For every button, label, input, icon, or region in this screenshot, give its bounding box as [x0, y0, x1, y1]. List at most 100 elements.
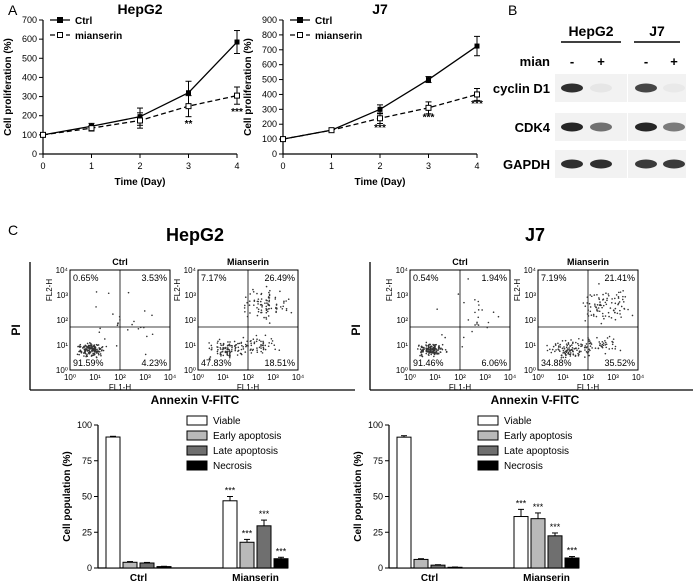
event-dot [567, 352, 569, 354]
event-dot [260, 311, 262, 314]
event-dot [266, 299, 268, 302]
flow-x-tick-label: 10² [454, 373, 466, 382]
chart-title: J7 [372, 1, 388, 17]
data-point [377, 115, 383, 122]
event-dot [267, 310, 269, 313]
y-tick-label: 100 [368, 420, 383, 430]
event-dot [606, 337, 609, 339]
event-dot [608, 348, 611, 350]
event-dot [233, 340, 236, 343]
event-dot [256, 314, 259, 317]
event-dot [594, 303, 596, 305]
event-dot [247, 345, 249, 347]
event-dot [238, 342, 241, 345]
event-dot [229, 351, 232, 354]
event-dot [208, 347, 211, 350]
event-dot [251, 349, 254, 352]
event-dot [87, 349, 90, 352]
event-dot [602, 304, 605, 307]
event-dot [617, 297, 620, 299]
event-dot [97, 352, 100, 355]
flow-x-tick-label: 10¹ [429, 373, 441, 382]
event-dot [611, 347, 614, 350]
event-dot [605, 303, 608, 306]
event-dot [562, 349, 565, 352]
event-dot [598, 304, 601, 306]
event-dot [275, 310, 277, 313]
event-dot [256, 351, 259, 354]
event-dot [85, 345, 88, 347]
event-dot [589, 310, 592, 313]
event-dot [420, 354, 423, 356]
event-dot [430, 352, 432, 354]
event-dot [607, 311, 610, 314]
event-dot [151, 333, 154, 336]
event-dot [253, 304, 255, 306]
x-axis-label: Time (Day) [115, 177, 166, 188]
event-dot [217, 340, 219, 343]
event-dot [268, 293, 271, 296]
event-dot [99, 327, 101, 330]
event-dot [613, 297, 616, 300]
event-dot [93, 347, 96, 350]
data-point [377, 106, 383, 112]
event-dot [565, 351, 568, 354]
event-dot [587, 309, 589, 311]
panel-label-c: C [8, 222, 19, 238]
event-dot [478, 304, 480, 306]
event-dot [256, 347, 258, 349]
event-dot [418, 344, 420, 347]
chart-prolif-hepg2: HepG2 0 100 200 300 400 500 600 700 0 1 2 3 4 Time (Da… [3, 1, 243, 188]
event-dot [234, 346, 237, 349]
event-dot [262, 347, 265, 350]
event-dot [228, 353, 231, 355]
event-dot [222, 342, 225, 345]
event-dot [569, 349, 571, 352]
event-dot [276, 307, 278, 309]
event-dot [234, 344, 236, 347]
flow-y-tick-label: 10⁰ [56, 366, 68, 375]
chart-prolif-j7: J7 0 100 200 300 400 500 600 700 800 900 0 1 2 3 4 Time … [243, 1, 483, 188]
event-dot [565, 349, 568, 352]
event-dot [434, 344, 437, 346]
event-dot [283, 302, 285, 304]
bar-necrosis [564, 557, 580, 569]
event-dot [601, 340, 604, 343]
event-dot [434, 351, 436, 354]
event-dot [216, 342, 219, 344]
event-dot [270, 342, 273, 345]
legend-swatch [477, 445, 499, 456]
event-dot [248, 304, 251, 306]
quadrant-ll-value: 34.88% [541, 358, 572, 368]
event-dot [433, 348, 435, 351]
event-dot [497, 315, 500, 318]
event-dot [253, 341, 256, 343]
event-dot [619, 291, 622, 293]
quadrant-lr-value: 6.06% [481, 358, 507, 368]
y-tick-label: 0 [32, 149, 37, 159]
event-dot [80, 351, 83, 354]
event-dot [492, 311, 495, 314]
event-dot [250, 344, 253, 347]
event-dot [552, 345, 555, 348]
event-dot [268, 307, 270, 310]
legend-swatch [186, 415, 208, 426]
event-dot [598, 310, 601, 313]
event-dot [614, 302, 617, 305]
x-tick-label: 2 [137, 161, 142, 171]
event-dot [617, 291, 620, 294]
event-dot [598, 341, 601, 343]
event-dot [583, 346, 586, 349]
event-dot [589, 306, 592, 308]
event-dot [607, 293, 610, 295]
event-dot [566, 348, 569, 350]
flow-y-tick-label: 10⁴ [524, 266, 537, 275]
event-dot [439, 351, 442, 354]
event-dot [261, 304, 263, 307]
y-tick-label: 75 [373, 456, 383, 466]
event-dot [107, 292, 110, 295]
quadrant-ur-value: 3.53% [141, 273, 167, 283]
legend-swatch [477, 460, 499, 471]
event-dot [216, 352, 219, 355]
